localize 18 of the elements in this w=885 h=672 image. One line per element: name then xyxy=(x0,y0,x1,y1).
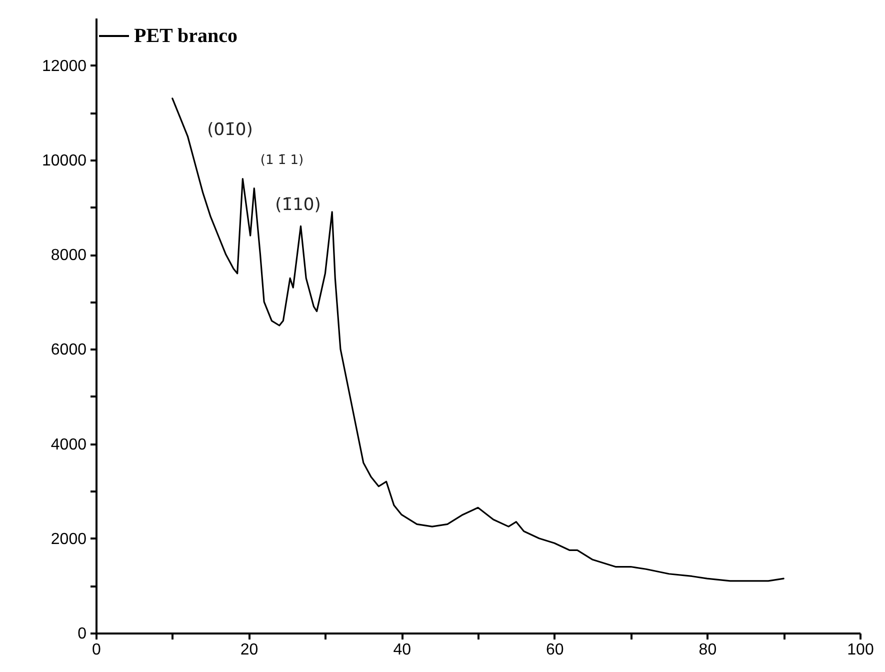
y-tick-label: 4000 xyxy=(50,436,87,454)
annotation: (01̄0) xyxy=(207,120,253,140)
y-tick-label: 10000 xyxy=(42,152,87,170)
x-tick-label: 60 xyxy=(546,642,564,658)
annotation: (1̄10) xyxy=(275,195,321,215)
y-tick-label: 2000 xyxy=(50,530,87,548)
annotation: (1 1̄ 1) xyxy=(260,153,304,168)
y-tick-label: 12000 xyxy=(42,58,87,75)
x-tick-label: 20 xyxy=(240,642,258,658)
line-series xyxy=(172,98,784,582)
x-tick-label: 0 xyxy=(92,642,102,658)
x-tick-label: 80 xyxy=(698,642,717,658)
legend-label: PET branco xyxy=(134,25,238,47)
y-tick-label: 0 xyxy=(78,626,87,642)
x-tick-label: 100 xyxy=(847,642,874,658)
y-tick-label: 8000 xyxy=(50,247,87,264)
x-tick-label: 40 xyxy=(393,642,412,658)
y-tick-label: 6000 xyxy=(50,342,87,359)
